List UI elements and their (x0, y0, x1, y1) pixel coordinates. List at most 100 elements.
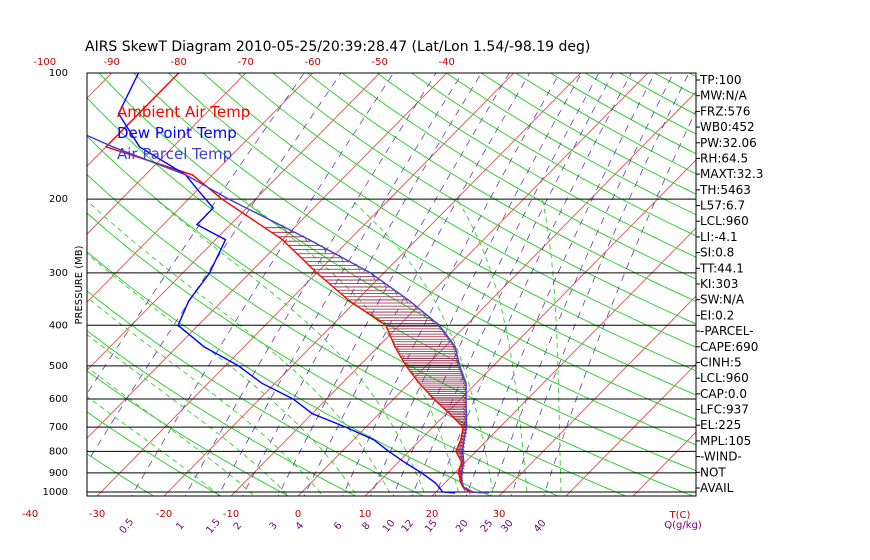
pressure-tick-label: 500 (49, 361, 68, 372)
mixing-ratio-label: 2 (232, 520, 245, 532)
mixing-ratio-label: 4 (294, 520, 307, 532)
pressure-tick-label: 200 (49, 194, 68, 205)
mixing-ratio-line (277, 73, 510, 496)
mixing-ratio-label: 25 (479, 518, 496, 535)
moist-adiabat (541, 199, 562, 496)
index-item: LCL:960 (700, 371, 749, 385)
index-item: SW:N/A (700, 293, 745, 307)
moist-adiabat (155, 198, 426, 496)
index-item: MAXT:32.3 (700, 167, 763, 181)
cape-hatching (264, 224, 471, 495)
isotherm-line (87, 73, 247, 235)
top-temp-tick-label: -50 (372, 57, 388, 68)
mixing-ratio-label: 10 (381, 518, 398, 535)
index-item: FRZ:576 (700, 104, 750, 118)
isotherm-line (297, 91, 696, 496)
dry-adiabat (87, 330, 357, 496)
bottom-temp-tick-label: 10 (359, 509, 372, 520)
bottom-temp-tick-label: -40 (22, 509, 38, 520)
dry-adiabat (341, 73, 696, 280)
mixing-ratio-line (342, 73, 561, 496)
dry-adiabat (793, 73, 870, 501)
chart-title: AIRS SkewT Diagram 2010-05-25/20:39:28.4… (85, 39, 590, 55)
dry-adiabat (87, 453, 155, 496)
dry-adiabat (307, 73, 696, 302)
isotherm-line (565, 363, 696, 496)
bottom-temp-tick-label: 20 (426, 509, 439, 520)
index-item: PW:32.06 (700, 136, 757, 150)
index-item: MW:N/A (700, 89, 748, 103)
mixing-ratio-label: 3 (267, 520, 280, 532)
series-air-parcel-temp (87, 134, 489, 494)
pressure-tick-label: 800 (49, 446, 68, 457)
cape-hatch-tick (441, 329, 446, 337)
dry-adiabat (376, 73, 696, 258)
index-item: AVAIL (700, 481, 734, 495)
bottom-temp-tick-label: 0 (295, 509, 301, 520)
dry-adiabat (87, 173, 627, 496)
index-item: LI:-4.1 (700, 230, 738, 244)
moist-adiabat (87, 333, 290, 496)
dry-adiabat (87, 411, 222, 496)
top-temp-tick-label: -90 (104, 57, 120, 68)
isotherm-line (431, 227, 696, 496)
legend: Ambient Air Temp Dew Point Temp Air Parcel… (117, 103, 250, 163)
index-item: EL:225 (700, 418, 741, 432)
moist-adiabat (243, 198, 460, 496)
top-temp-tick-labels: -120-110-100-90-80-70-60-50-40 (33, 57, 455, 68)
moist-adiabat (456, 198, 528, 496)
bottom-temp-tick-label: 30 (493, 509, 506, 520)
mixing-ratio-line (411, 73, 614, 496)
pressure-tick-label: 1000 (43, 487, 68, 498)
mixing-ratio-line (543, 109, 696, 496)
moist-adiabat (87, 296, 324, 496)
index-item: LFC:937 (700, 403, 749, 417)
index-item: RH:64.5 (700, 151, 748, 165)
index-item: -PARCEL- (700, 324, 754, 338)
mixing-ratio-line (303, 73, 531, 496)
isotherm-line (87, 73, 381, 371)
dry-adiabat (0, 73, 26, 501)
pressure-tick-label: 100 (49, 68, 68, 79)
isotherm-line (498, 295, 696, 496)
mixing-ratio-label: 8 (360, 520, 373, 532)
index-item: TT:44.1 (699, 261, 744, 275)
top-temp-tick-label: -70 (238, 57, 254, 68)
index-item: CINH:5 (700, 355, 742, 369)
pressure-tick-label: 300 (49, 268, 68, 279)
legend-item: Dew Point Temp (117, 124, 237, 142)
dry-adiabat (168, 73, 696, 396)
top-temp-tick-label: -60 (305, 57, 321, 68)
profile-lines (87, 73, 489, 494)
mixing-ratio-label: 30 (499, 518, 516, 535)
top-temp-tick-label: -100 (33, 57, 56, 68)
index-item: MPL:105 (700, 434, 751, 448)
dry-adiabat (411, 73, 696, 237)
mixing-ratio-line (217, 73, 463, 496)
index-item: TH:5463 (699, 183, 751, 197)
mixing-ratio-line (87, 73, 342, 464)
legend-item: Air Parcel Temp (117, 145, 232, 163)
series-dew-point-temp (117, 73, 456, 494)
cape-hatch-tick (450, 341, 455, 349)
pressure-tick-labels: 100 200 300 400 500 600 700 800 900 1000 (43, 68, 68, 498)
isotherm-line (364, 159, 696, 496)
mixing-ratio-line (87, 73, 305, 395)
mixing-ratio-line (465, 73, 656, 496)
pressure-tick-label: 400 (49, 320, 68, 331)
dry-adiabat (272, 73, 696, 325)
mixing-ratio-line (242, 73, 482, 496)
index-item: CAP:0.0 (700, 387, 747, 401)
dry-adiabat (133, 73, 696, 421)
dry-adiabat (87, 370, 290, 496)
dry-adiabat (654, 73, 696, 96)
index-item: WB0:452 (700, 120, 755, 134)
grid-lines (0, 73, 870, 501)
index-item: L57:6.7 (700, 199, 745, 213)
isotherm-line (87, 73, 314, 303)
mixing-ratio-line (510, 73, 690, 496)
moist-adiabat (87, 199, 392, 496)
